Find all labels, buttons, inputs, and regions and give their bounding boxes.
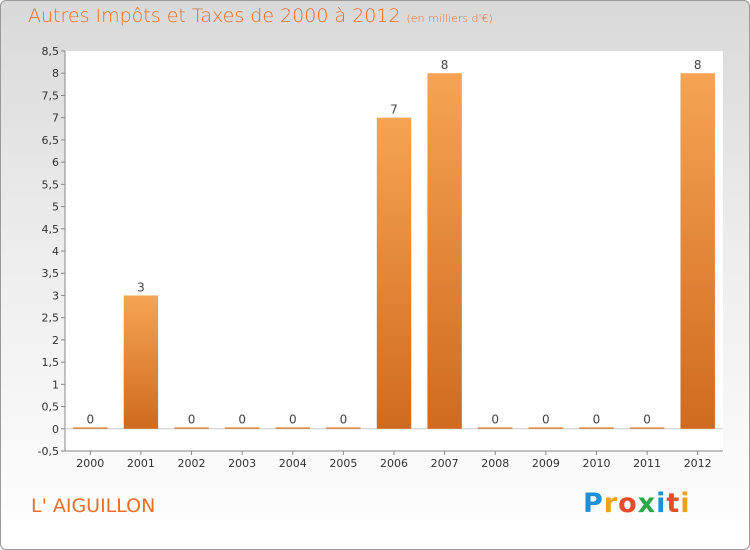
- logo-letter: P: [583, 488, 604, 519]
- data-label: 0: [643, 412, 651, 426]
- logo-letter: r: [603, 488, 619, 519]
- data-label: 3: [137, 280, 145, 294]
- y-tick-label: 3,5: [42, 267, 60, 280]
- bar: [174, 427, 209, 429]
- y-tick-label: 7: [52, 112, 59, 125]
- data-label: 0: [188, 412, 196, 426]
- chart-title: Autres Impôts et Taxes de 2000 à 2012 (en…: [28, 5, 493, 27]
- bar: [123, 295, 159, 429]
- y-tick-label: 2,5: [42, 312, 60, 325]
- y-tick-label: 6,5: [42, 134, 60, 147]
- bar: [579, 427, 614, 429]
- bar: [73, 427, 108, 429]
- data-label: 7: [390, 103, 398, 117]
- x-tick-label: 2011: [633, 457, 661, 470]
- y-tick-label: 7,5: [42, 89, 60, 102]
- chart-title-text: Autres Impôts et Taxes de 2000 à 2012: [28, 5, 401, 27]
- data-label: 0: [593, 412, 601, 426]
- y-tick-label: 5: [52, 201, 59, 214]
- logo-letter: x: [637, 488, 657, 519]
- data-label: 0: [238, 412, 246, 426]
- y-tick-label: 5,5: [42, 178, 60, 191]
- bar: [224, 427, 260, 429]
- data-label: 0: [86, 412, 94, 426]
- data-label: 8: [441, 58, 449, 72]
- logo-letter: i: [656, 488, 667, 519]
- x-tick-label: 2012: [684, 457, 712, 470]
- bar: [275, 427, 310, 429]
- y-tick-label: 3: [52, 289, 59, 302]
- y-tick-label: 4,5: [42, 223, 60, 236]
- data-label: 8: [694, 58, 702, 72]
- bar: [326, 427, 361, 429]
- bar: [680, 73, 715, 429]
- logo-letter: o: [618, 488, 638, 519]
- x-tick-label: 2010: [582, 457, 610, 470]
- bar: [427, 73, 462, 429]
- x-tick-label: 2008: [481, 457, 509, 470]
- logo-letter: t: [666, 488, 681, 519]
- place-name: L' AIGUILLON: [31, 495, 156, 517]
- x-tick-label: 2004: [279, 457, 307, 470]
- bar: [629, 427, 665, 429]
- y-tick-label: 0,5: [42, 401, 60, 414]
- bar: [528, 427, 564, 429]
- data-label: 0: [340, 412, 348, 426]
- x-tick-label: 2006: [380, 457, 408, 470]
- x-tick-label: 2007: [431, 457, 459, 470]
- data-label: 0: [289, 412, 297, 426]
- x-tick-label: 2003: [228, 457, 256, 470]
- unit-note: (en milliers d'€): [406, 12, 493, 25]
- x-tick-label: 2005: [329, 457, 357, 470]
- y-tick-label: 1: [52, 378, 59, 391]
- bar: [376, 117, 412, 429]
- y-tick-label: 2: [52, 334, 59, 347]
- y-tick-label: 0: [52, 423, 59, 436]
- logo-letter: i: [680, 488, 691, 519]
- y-tick-label: 6: [52, 156, 59, 169]
- proxiti-logo: Proxiti: [583, 488, 691, 519]
- bar: [478, 427, 513, 429]
- y-tick-label: -0,5: [38, 445, 59, 458]
- x-tick-label: 2009: [532, 457, 560, 470]
- data-label: 0: [542, 412, 550, 426]
- y-tick-label: 8: [52, 67, 59, 80]
- y-tick-label: 1,5: [42, 356, 60, 369]
- x-tick-label: 2001: [127, 457, 155, 470]
- x-tick-label: 2002: [178, 457, 206, 470]
- x-tick-label: 2000: [76, 457, 104, 470]
- data-label: 0: [491, 412, 499, 426]
- y-tick-label: 8,5: [42, 45, 60, 58]
- y-tick-label: 4: [52, 245, 59, 258]
